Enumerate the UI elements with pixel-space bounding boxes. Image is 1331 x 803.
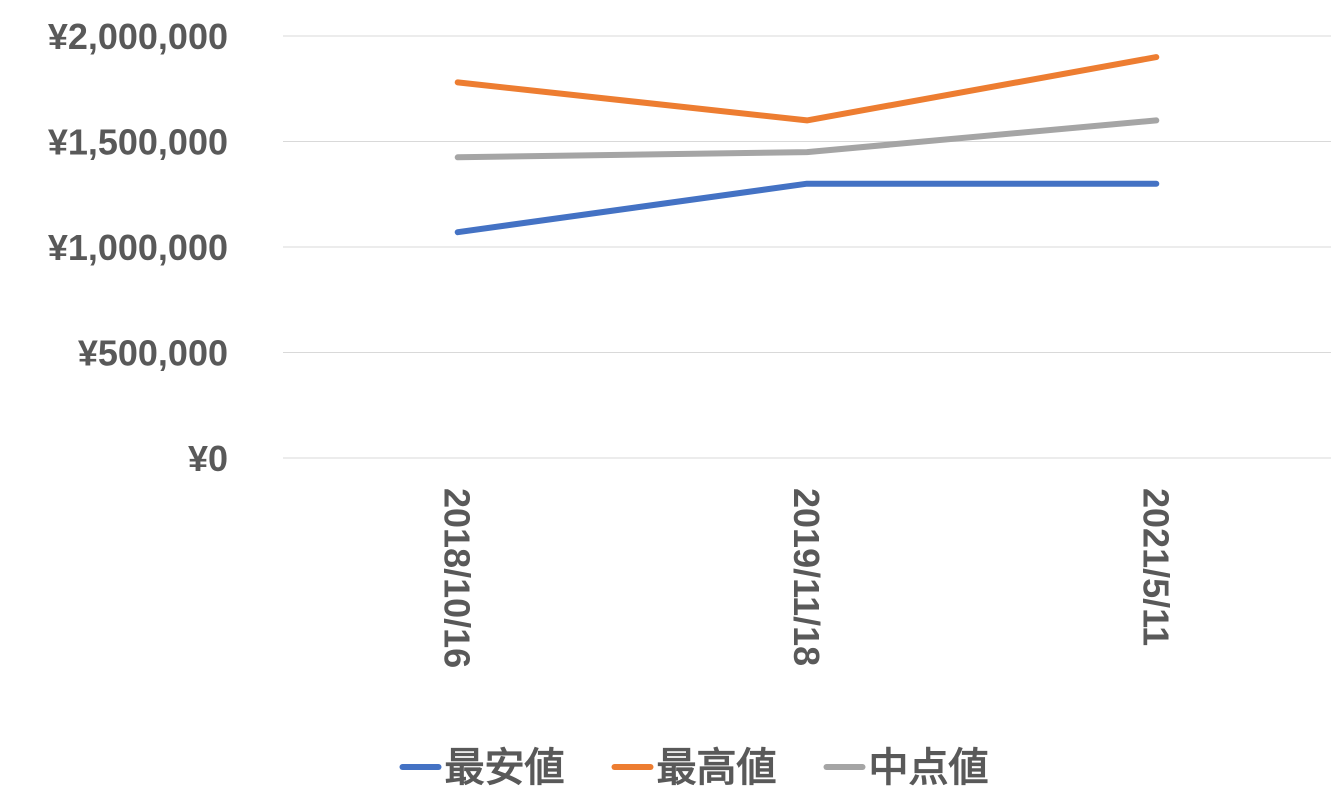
y-tick-label: ¥500,000 <box>78 333 228 374</box>
y-axis: ¥0 ¥500,000 ¥1,000,000 ¥1,500,000 ¥2,000,000 <box>48 16 228 479</box>
legend-item-3: 中点値 <box>823 745 989 791</box>
legend-item-2: 最高値 <box>611 745 777 791</box>
series-line-1 <box>454 180 1160 236</box>
y-tick-label: ¥0 <box>188 438 228 479</box>
gridlines <box>283 35 1331 459</box>
series-line-3 <box>454 117 1160 161</box>
x-tick-label: 2018/10/16 <box>437 488 478 668</box>
x-axis: 2018/10/16 2019/11/18 2021/5/11 <box>437 488 1177 668</box>
y-tick-label: ¥2,000,000 <box>48 16 228 57</box>
legend-item-1: 最安値 <box>399 745 565 791</box>
series-lines <box>454 54 1160 236</box>
legend-label: 中点値 <box>869 745 989 791</box>
y-tick-label: ¥1,000,000 <box>48 227 228 268</box>
x-tick-label: 2019/11/18 <box>786 488 827 666</box>
legend: 最安値 最高値 中点値 <box>399 745 989 791</box>
x-tick-label: 2021/5/11 <box>1135 488 1176 646</box>
legend-label: 最安値 <box>445 745 565 791</box>
series-line-2 <box>454 54 1160 124</box>
legend-label: 最高値 <box>657 745 777 791</box>
y-tick-label: ¥1,500,000 <box>48 122 228 163</box>
